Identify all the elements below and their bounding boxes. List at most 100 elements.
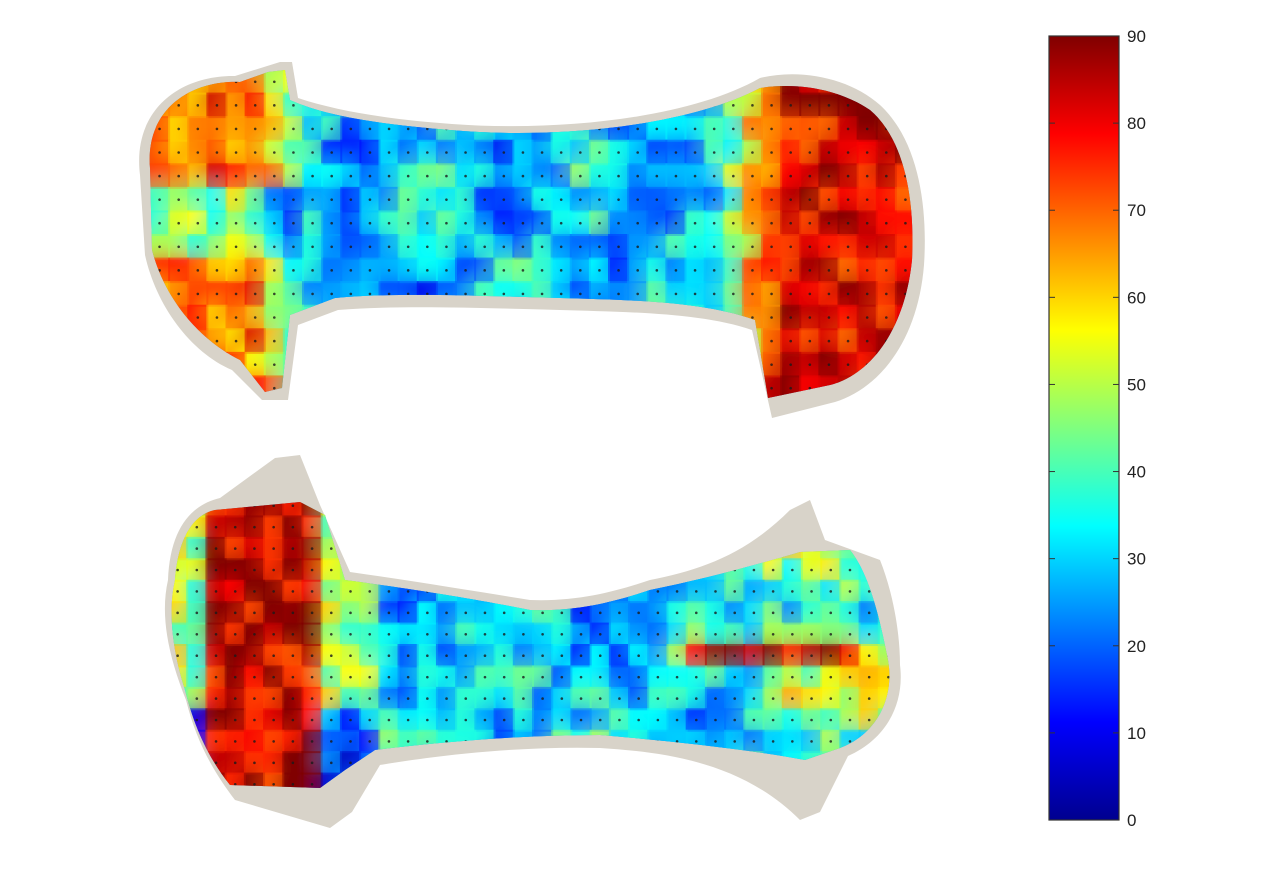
heatmap-blob <box>869 765 890 788</box>
measurement-point <box>827 363 831 366</box>
measurement-point <box>618 632 621 636</box>
heatmap-cell <box>665 351 687 378</box>
heatmap-cell <box>149 328 171 354</box>
heatmap-blob <box>561 765 601 788</box>
measurement-point <box>445 174 448 178</box>
heatmap-cell <box>551 502 573 518</box>
heatmap-cell <box>858 515 880 539</box>
heatmap-cell <box>703 375 725 398</box>
measurement-point <box>751 316 754 319</box>
measurement-point <box>656 675 660 679</box>
heatmap-blob <box>523 743 562 783</box>
heatmap-cell <box>149 375 171 398</box>
heatmap-cell <box>628 751 650 775</box>
measurement-point <box>598 221 601 225</box>
heatmap-blob <box>520 343 564 386</box>
heatmap-cell <box>820 515 842 539</box>
heatmap-blob <box>559 367 602 398</box>
measurement-point <box>387 675 391 679</box>
heatmap-cell <box>397 515 419 539</box>
measurement-point <box>426 316 429 319</box>
measurement-point <box>579 654 583 658</box>
measurement-point <box>253 151 257 154</box>
measurement-point <box>483 151 486 154</box>
measurement-point <box>579 675 583 679</box>
measurement-point <box>810 654 813 658</box>
heatmap-cell <box>856 70 878 95</box>
measurement-point <box>311 386 314 390</box>
heatmap-blob <box>331 502 370 526</box>
measurement-point <box>349 568 352 572</box>
heatmap-blob <box>501 70 545 103</box>
heatmap-cell <box>647 515 669 539</box>
heatmap-blob <box>580 502 620 526</box>
heatmap-cell <box>512 351 534 378</box>
measurement-point <box>426 504 429 508</box>
measurement-point <box>865 151 869 154</box>
heatmap-blob <box>427 550 466 590</box>
measurement-point <box>195 504 199 508</box>
heatmap-cell <box>551 558 573 582</box>
measurement-point <box>636 174 639 178</box>
heatmap-cell <box>435 70 457 95</box>
measurement-point <box>559 104 563 107</box>
heatmap-cell <box>359 515 381 539</box>
specimen-maps <box>139 62 925 828</box>
measurement-point <box>387 104 391 107</box>
measurement-point <box>827 127 831 131</box>
measurement-point <box>483 80 486 84</box>
measurement-point <box>751 151 754 154</box>
measurement-point <box>829 590 833 593</box>
measurement-point <box>406 740 410 743</box>
heatmap-cell <box>569 375 591 398</box>
measurement-point <box>291 590 295 593</box>
heatmap-blob <box>542 502 582 526</box>
measurement-point <box>618 547 621 550</box>
heatmap-blob <box>446 529 486 568</box>
heatmap-blob <box>600 507 639 547</box>
measurement-point <box>848 504 852 508</box>
heatmap-blob <box>696 507 735 547</box>
measurement-point <box>406 386 410 390</box>
measurement-point <box>310 547 314 550</box>
measurement-point <box>636 80 639 84</box>
measurement-point <box>387 339 391 343</box>
measurement-point <box>272 697 275 700</box>
measurement-point <box>196 104 200 107</box>
measurement-point <box>406 718 410 722</box>
measurement-point <box>196 269 200 272</box>
measurement-point <box>445 80 448 84</box>
measurement-point <box>752 740 756 743</box>
measurement-point <box>215 198 219 201</box>
measurement-point <box>330 198 333 201</box>
measurement-point <box>387 632 391 636</box>
heatmap-blob <box>559 343 602 386</box>
measurement-point <box>846 339 850 343</box>
heatmap-cell <box>588 92 610 119</box>
measurement-point <box>865 316 869 319</box>
measurement-point <box>789 151 792 154</box>
heatmap-cell <box>378 536 400 561</box>
measurement-point <box>195 697 199 700</box>
measurement-point <box>791 611 794 615</box>
measurement-point <box>655 386 659 390</box>
measurement-point <box>598 198 601 201</box>
measurement-point <box>215 104 219 107</box>
measurement-point <box>789 245 792 249</box>
measurement-point <box>349 339 353 343</box>
heatmap-blob <box>600 550 639 590</box>
measurement-point <box>770 386 773 390</box>
measurement-point <box>771 697 775 700</box>
measurement-point <box>483 611 487 615</box>
heatmap-cell <box>722 328 744 354</box>
measurement-point <box>541 782 544 786</box>
measurement-point <box>617 80 620 84</box>
measurement-point <box>885 151 888 154</box>
heatmap-cell <box>493 502 515 518</box>
measurement-point <box>521 292 525 296</box>
measurement-point <box>655 221 659 225</box>
measurement-point <box>808 339 812 343</box>
measurement-point <box>214 654 218 658</box>
heatmap-cell <box>397 536 419 561</box>
measurement-point <box>714 740 717 743</box>
